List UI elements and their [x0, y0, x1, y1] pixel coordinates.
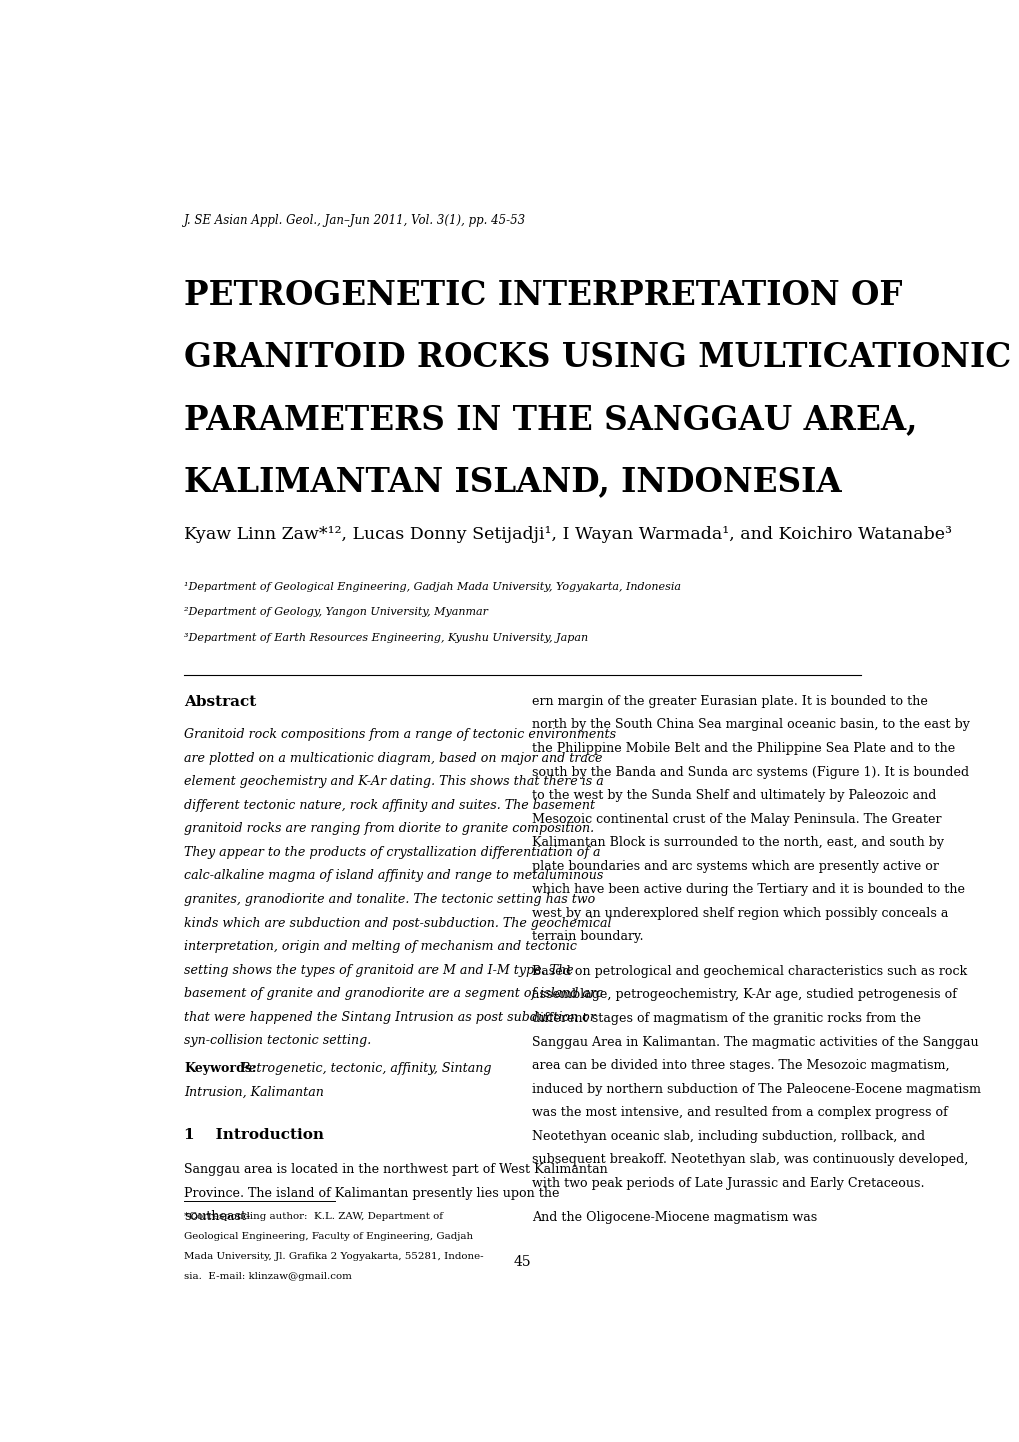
Text: plate boundaries and arc systems which are presently active or: plate boundaries and arc systems which a… [532, 859, 938, 872]
Text: Kalimantan Block is surrounded to the north, east, and south by: Kalimantan Block is surrounded to the no… [532, 836, 944, 849]
Text: Based on petrological and geochemical characteristics such as rock: Based on petrological and geochemical ch… [532, 965, 966, 978]
Text: kinds which are subduction and post-subduction. The geochemical: kinds which are subduction and post-subd… [184, 917, 611, 930]
Text: Mada University, Jl. Grafika 2 Yogyakarta, 55281, Indone-: Mada University, Jl. Grafika 2 Yogyakart… [184, 1252, 484, 1262]
Text: subsequent breakoff. Neotethyan slab, was continuously developed,: subsequent breakoff. Neotethyan slab, wa… [532, 1154, 968, 1167]
Text: Granitoid rock compositions from a range of tectonic environments: Granitoid rock compositions from a range… [184, 728, 615, 741]
Text: element geochemistry and K-Ar dating. This shows that there is a: element geochemistry and K-Ar dating. Th… [184, 776, 603, 789]
Text: 45: 45 [514, 1255, 531, 1269]
Text: GRANITOID ROCKS USING MULTICATIONIC: GRANITOID ROCKS USING MULTICATIONIC [184, 340, 1011, 373]
Text: Petrogenetic, tectonic, affinity, Sintang: Petrogenetic, tectonic, affinity, Sintan… [237, 1063, 491, 1076]
Text: induced by northern subduction of The Paleocene-Eocene magmatism: induced by northern subduction of The Pa… [532, 1083, 980, 1096]
Text: Intrusion, Kalimantan: Intrusion, Kalimantan [184, 1086, 324, 1099]
Text: Province. The island of Kalimantan presently lies upon the: Province. The island of Kalimantan prese… [184, 1187, 559, 1200]
Text: Mesozoic continental crust of the Malay Peninsula. The Greater: Mesozoic continental crust of the Malay … [532, 813, 941, 826]
Text: granites, granodiorite and tonalite. The tectonic setting has two: granites, granodiorite and tonalite. The… [184, 893, 595, 906]
Text: ³Department of Earth Resources Engineering, Kyushu University, Japan: ³Department of Earth Resources Engineeri… [184, 633, 588, 643]
Text: southeast-: southeast- [184, 1210, 251, 1223]
Text: ern margin of the greater Eurasian plate. It is bounded to the: ern margin of the greater Eurasian plate… [532, 695, 927, 708]
Text: KALIMANTAN ISLAND, INDONESIA: KALIMANTAN ISLAND, INDONESIA [184, 466, 842, 497]
Text: are plotted on a multicationic diagram, based on major and trace: are plotted on a multicationic diagram, … [184, 751, 602, 764]
Text: calc-alkaline magma of island affinity and range to metaluminous: calc-alkaline magma of island affinity a… [184, 870, 603, 883]
Text: that were happened the Sintang Intrusion as post subduction or: that were happened the Sintang Intrusion… [184, 1011, 595, 1024]
Text: Geological Engineering, Faculty of Engineering, Gadjah: Geological Engineering, Faculty of Engin… [184, 1233, 473, 1242]
Text: different stages of magmatism of the granitic rocks from the: different stages of magmatism of the gra… [532, 1012, 920, 1025]
Text: interpretation, origin and melting of mechanism and tectonic: interpretation, origin and melting of me… [184, 940, 577, 953]
Text: was the most intensive, and resulted from a complex progress of: was the most intensive, and resulted fro… [532, 1106, 947, 1119]
Text: sia.  E-mail: klinzaw@gmail.com: sia. E-mail: klinzaw@gmail.com [184, 1272, 352, 1282]
Text: assemblage, petrogeochemistry, K-Ar age, studied petrogenesis of: assemblage, petrogeochemistry, K-Ar age,… [532, 988, 956, 1002]
Text: terrain boundary.: terrain boundary. [532, 930, 643, 943]
Text: ²Department of Geology, Yangon University, Myanmar: ²Department of Geology, Yangon Universit… [184, 607, 488, 617]
Text: with two peak periods of Late Jurassic and Early Cretaceous.: with two peak periods of Late Jurassic a… [532, 1177, 924, 1190]
Text: And the Oligocene-Miocene magmatism was: And the Oligocene-Miocene magmatism was [532, 1211, 816, 1224]
Text: ¹Department of Geological Engineering, Gadjah Mada University, Yogyakarta, Indon: ¹Department of Geological Engineering, G… [184, 581, 681, 591]
Text: different tectonic nature, rock affinity and suites. The basement: different tectonic nature, rock affinity… [184, 799, 595, 812]
Text: south by the Banda and Sunda arc systems (Figure 1). It is bounded: south by the Banda and Sunda arc systems… [532, 766, 968, 779]
Text: granitoid rocks are ranging from diorite to granite composition.: granitoid rocks are ranging from diorite… [184, 822, 594, 835]
Text: Kyaw Linn Zaw*¹², Lucas Donny Setijadji¹, I Wayan Warmada¹, and Koichiro Watanab: Kyaw Linn Zaw*¹², Lucas Donny Setijadji¹… [184, 526, 952, 544]
Text: PARAMETERS IN THE SANGGAU AREA,: PARAMETERS IN THE SANGGAU AREA, [184, 402, 917, 435]
Text: J. SE Asian Appl. Geol., Jan–Jun 2011, Vol. 3(1), pp. 45-53: J. SE Asian Appl. Geol., Jan–Jun 2011, V… [184, 213, 526, 228]
Text: the Philippine Mobile Belt and the Philippine Sea Plate and to the: the Philippine Mobile Belt and the Phili… [532, 743, 955, 756]
Text: *Corresponding author:  K.L. ZAW, Department of: *Corresponding author: K.L. ZAW, Departm… [184, 1213, 443, 1221]
Text: Sanggau Area in Kalimantan. The magmatic activities of the Sanggau: Sanggau Area in Kalimantan. The magmatic… [532, 1035, 978, 1048]
Text: 1    Introduction: 1 Introduction [184, 1128, 324, 1142]
Text: Keywords:: Keywords: [184, 1063, 257, 1076]
Text: Sanggau area is located in the northwest part of West Kalimantan: Sanggau area is located in the northwest… [184, 1164, 607, 1177]
Text: syn-collision tectonic setting.: syn-collision tectonic setting. [184, 1034, 371, 1047]
Text: They appear to the products of crystallization differentiation of a: They appear to the products of crystalli… [184, 846, 600, 859]
Text: west by an underexplored shelf region which possibly conceals a: west by an underexplored shelf region wh… [532, 907, 948, 920]
Text: Neotethyan oceanic slab, including subduction, rollback, and: Neotethyan oceanic slab, including subdu… [532, 1129, 924, 1142]
Text: Abstract: Abstract [184, 695, 257, 709]
Text: basement of granite and granodiorite are a segment of island arc: basement of granite and granodiorite are… [184, 988, 603, 1001]
Text: setting shows the types of granitoid are M and I-M type. The: setting shows the types of granitoid are… [184, 963, 574, 976]
Text: PETROGENETIC INTERPRETATION OF: PETROGENETIC INTERPRETATION OF [184, 278, 902, 311]
Text: area can be divided into three stages. The Mesozoic magmatism,: area can be divided into three stages. T… [532, 1058, 949, 1071]
Text: to the west by the Sunda Shelf and ultimately by Paleozoic and: to the west by the Sunda Shelf and ultim… [532, 789, 935, 802]
Text: north by the South China Sea marginal oceanic basin, to the east by: north by the South China Sea marginal oc… [532, 718, 969, 731]
Text: which have been active during the Tertiary and it is bounded to the: which have been active during the Tertia… [532, 883, 964, 897]
